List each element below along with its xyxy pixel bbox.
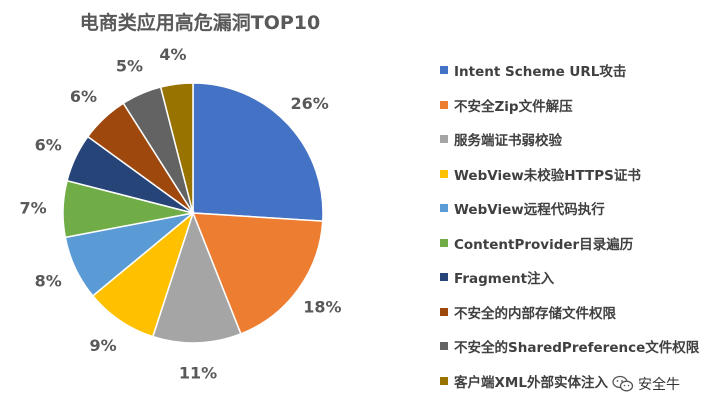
legend-label: WebView远程代码执行 <box>454 202 605 219</box>
wechat-icon <box>612 375 634 392</box>
legend-item: Fragment注入 <box>440 260 699 295</box>
slice-label: 6% <box>70 87 97 106</box>
slice-label: 6% <box>35 135 62 154</box>
slice-label: 5% <box>116 57 143 76</box>
legend-label: WebView未校验HTTPS证书 <box>454 167 641 184</box>
legend-swatch <box>440 100 448 109</box>
slice-label: 8% <box>35 272 62 291</box>
legend-swatch <box>440 204 448 213</box>
slice-label: 26% <box>290 94 328 113</box>
slice-label: 9% <box>89 336 116 355</box>
legend-swatch <box>440 135 448 144</box>
chart-legend: Intent Scheme URL攻击 不安全Zip文件解压 服务端证书弱校验 Web… <box>440 53 699 398</box>
chart-title: 电商类应用高危漏洞TOP10 <box>79 12 321 34</box>
legend-item: 客户端XML外部实体注入 <box>440 364 699 399</box>
legend-label: Fragment注入 <box>454 271 555 288</box>
slice-label: 18% <box>303 298 341 317</box>
legend-item: 不安全的内部存储文件权限 <box>440 295 699 330</box>
legend-swatch <box>440 273 448 282</box>
legend-label: 不安全Zip文件解压 <box>454 98 573 115</box>
legend-label: 不安全的SharedPreference文件权限 <box>454 340 700 357</box>
slice-label: 4% <box>159 45 186 64</box>
legend-item: 不安全的SharedPreference文件权限 <box>440 329 699 364</box>
legend-swatch <box>440 342 448 351</box>
legend-item: Intent Scheme URL攻击 <box>440 53 699 88</box>
legend-label: ContentProvider目录遍历 <box>454 236 634 253</box>
legend-item: 服务端证书弱校验 <box>440 122 699 157</box>
legend-item: WebView未校验HTTPS证书 <box>440 157 699 192</box>
legend-swatch <box>440 376 448 385</box>
legend-label: 客户端XML外部实体注入 <box>454 374 608 391</box>
legend-label: 不安全的内部存储文件权限 <box>454 305 616 322</box>
legend-swatch <box>440 66 448 75</box>
pie-slice <box>159 82 194 214</box>
pie-slice <box>151 210 242 344</box>
pie-chart: 26% 18% 11% 9% 8% 7% 6% 6% 5% 4% <box>19 45 341 383</box>
slice-label: 7% <box>19 198 46 217</box>
watermark: 安全牛 <box>608 372 684 396</box>
legend-item: ContentProvider目录遍历 <box>440 226 699 261</box>
legend-label: 服务端证书弱校验 <box>454 133 562 150</box>
legend-item: WebView远程代码执行 <box>440 191 699 226</box>
legend-swatch <box>440 169 448 178</box>
pie-slice <box>191 212 324 335</box>
legend-swatch <box>440 238 448 247</box>
legend-label: Intent Scheme URL攻击 <box>454 64 627 81</box>
slice-label: 11% <box>179 363 217 382</box>
watermark-text: 安全牛 <box>638 377 680 393</box>
pie-slice <box>192 82 324 222</box>
legend-swatch <box>440 307 448 316</box>
legend-item: 不安全Zip文件解压 <box>440 88 699 123</box>
